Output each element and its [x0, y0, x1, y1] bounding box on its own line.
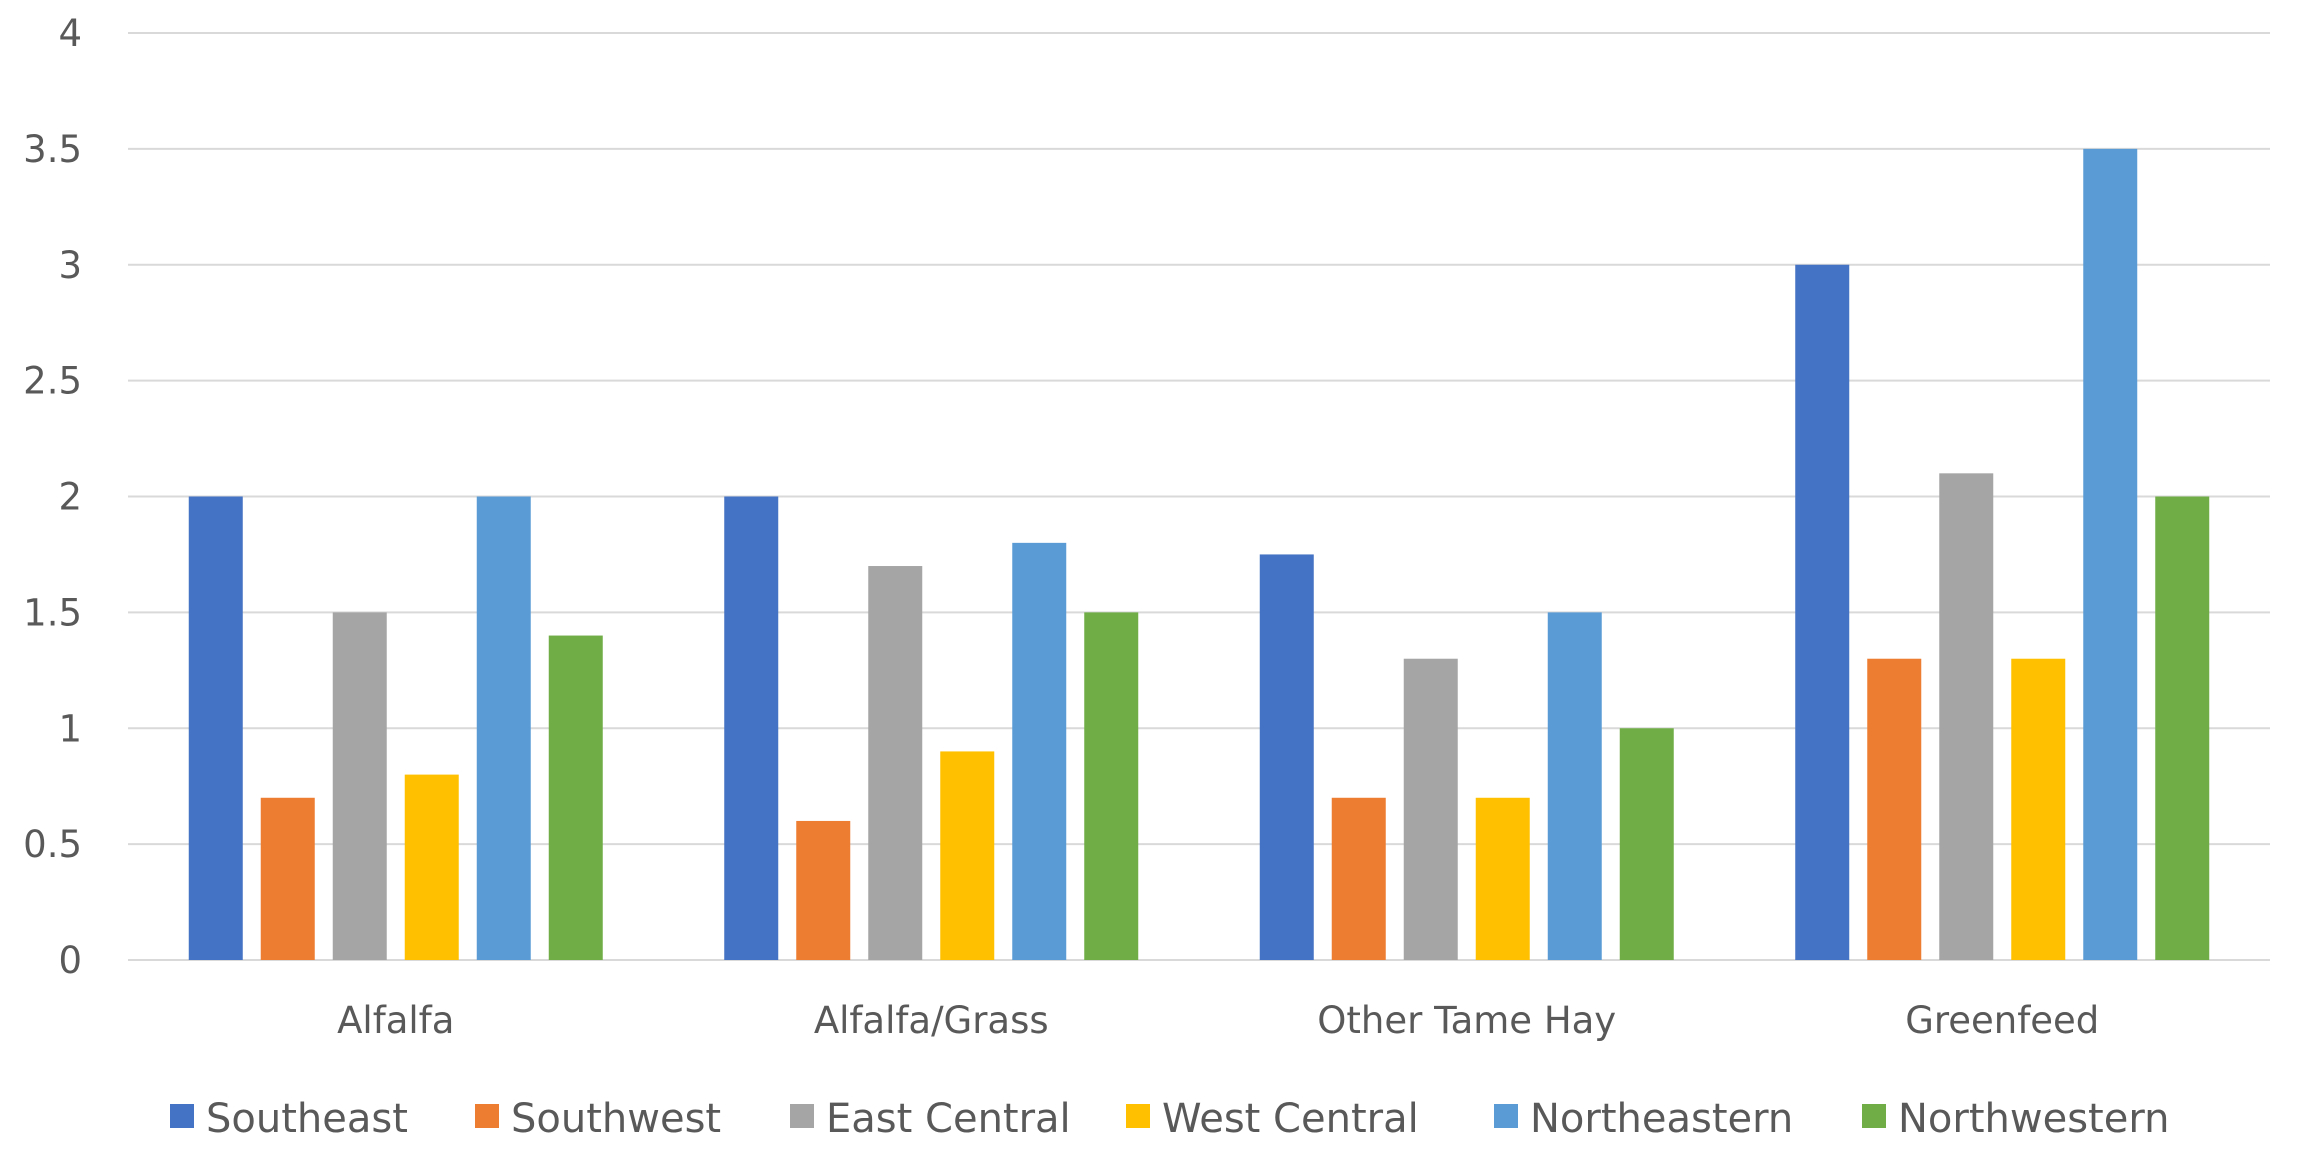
bar-southwest-0: [260, 797, 315, 960]
legend-swatch: [475, 1104, 499, 1128]
bar-west-central-3: [2011, 658, 2066, 960]
y-axis-tick-labels: 0 0.5 1 1.5 2 2.5 3 3.5 4: [23, 12, 82, 982]
legend-label: West Central: [1162, 1096, 1419, 1142]
y-tick-label: 3: [58, 244, 82, 287]
bar-west-central-1: [940, 751, 995, 960]
bar-northwestern-2: [1619, 728, 1674, 960]
legend-swatch: [790, 1104, 814, 1128]
bar-east-central-2: [1403, 658, 1458, 960]
y-tick-label: 3.5: [23, 128, 82, 171]
legend-swatch: [1862, 1104, 1886, 1128]
bars: [188, 148, 2210, 960]
x-category-label: Alfalfa/Grass: [814, 999, 1049, 1042]
y-tick-label: 4: [58, 12, 82, 55]
bar-southwest-2: [1331, 797, 1386, 960]
bar-northeastern-2: [1547, 612, 1602, 960]
legend-label: East Central: [826, 1096, 1071, 1142]
bar-east-central-1: [868, 566, 923, 960]
bar-northwestern-3: [2155, 496, 2210, 960]
x-category-label: Other Tame Hay: [1317, 999, 1616, 1042]
x-axis: Alfalfa Alfalfa/Grass Other Tame Hay Greenf…: [337, 999, 2099, 1042]
bar-southeast-0: [188, 496, 243, 960]
bar-northwestern-0: [548, 635, 603, 960]
bar-southwest-3: [1867, 658, 1922, 960]
legend-label: Northwestern: [1898, 1096, 2169, 1142]
y-tick-label: 0.5: [23, 823, 82, 866]
y-tick-label: 2: [58, 476, 82, 519]
legend-swatch: [170, 1104, 194, 1128]
bar-southeast-2: [1259, 554, 1314, 960]
bar-northeastern-0: [476, 496, 531, 960]
legend-label: Southeast: [206, 1096, 408, 1142]
y-tick-label: 2.5: [23, 360, 82, 403]
bar-east-central-0: [332, 612, 387, 960]
y-tick-label: 0: [58, 939, 82, 982]
bar-east-central-3: [1939, 473, 1994, 960]
bar-southeast-3: [1795, 264, 1850, 960]
legend-swatch: [1494, 1104, 1518, 1128]
legend-label: Southwest: [511, 1096, 721, 1142]
bar-west-central-0: [404, 774, 459, 960]
x-category-label: Greenfeed: [1905, 999, 2099, 1042]
bar-northeastern-1: [1012, 542, 1067, 960]
legend-label: Northeastern: [1530, 1096, 1793, 1142]
legend-swatch: [1126, 1104, 1150, 1128]
bar-northwestern-1: [1084, 612, 1139, 960]
bar-southwest-1: [796, 820, 851, 960]
bar-west-central-2: [1475, 797, 1530, 960]
bar-northeastern-3: [2083, 148, 2138, 960]
y-tick-label: 1: [58, 707, 82, 750]
x-category-label: Alfalfa: [337, 999, 454, 1042]
legend: Southeast Southwest East Central West Centr…: [170, 1096, 2169, 1142]
y-tick-label: 1.5: [23, 591, 82, 634]
bar-southeast-1: [724, 496, 779, 960]
